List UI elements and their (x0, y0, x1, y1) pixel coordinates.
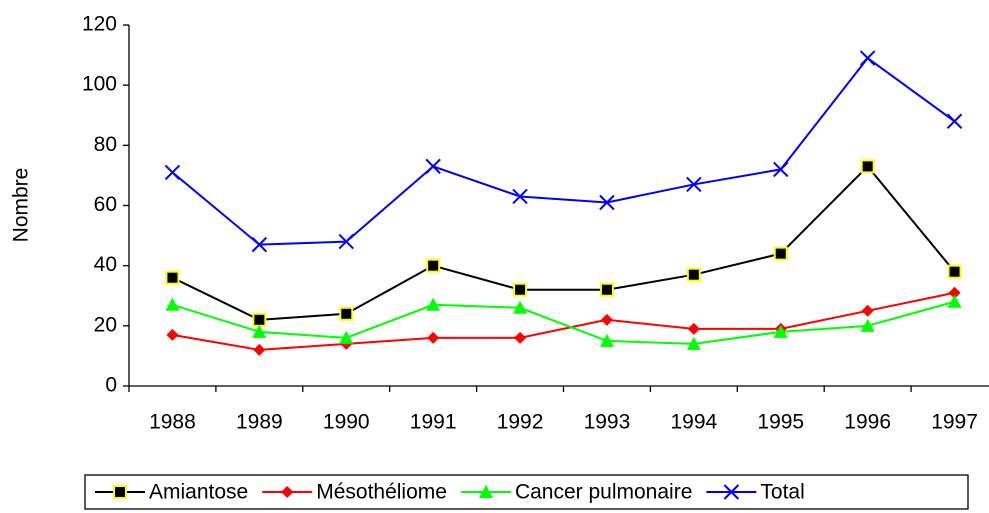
y-axis-label: Nombre (10, 168, 33, 243)
marker (166, 328, 179, 341)
marker (686, 267, 701, 282)
marker (599, 194, 615, 211)
marker (425, 158, 441, 175)
x-tick-label: 1988 (149, 411, 196, 434)
x-tick-label: 1997 (931, 411, 978, 434)
marker (253, 343, 266, 356)
legend-item: Total (706, 481, 805, 504)
y-tick-label: 20 (94, 313, 117, 336)
marker (427, 331, 440, 344)
marker (513, 282, 528, 297)
series-line (172, 300, 955, 345)
marker (478, 485, 493, 498)
y-tick-label: 120 (82, 13, 117, 36)
marker (860, 159, 875, 174)
marker (339, 306, 354, 321)
y-tick-label: 0 (105, 374, 117, 397)
marker (513, 300, 528, 314)
marker (773, 161, 789, 178)
legend-label: Amiantose (149, 481, 248, 504)
marker (339, 330, 354, 344)
x-tick-label: 1994 (670, 411, 717, 434)
legend-label: Cancer pulmonaire (515, 481, 692, 504)
legend-box (84, 474, 969, 510)
marker (164, 164, 181, 181)
marker (861, 304, 874, 317)
legend-item: Cancer pulmonaire (460, 481, 692, 504)
marker (600, 313, 613, 326)
marker (338, 233, 354, 250)
marker (426, 297, 441, 311)
y-tick-label: 40 (94, 253, 117, 276)
marker (165, 297, 180, 311)
legend-item: Amiantose (95, 481, 248, 504)
x-tick-label: 1989 (236, 411, 283, 434)
marker (948, 286, 961, 299)
marker (947, 264, 962, 279)
marker (512, 188, 528, 205)
marker (686, 336, 701, 350)
marker (252, 312, 267, 327)
x-tick-label: 1995 (757, 411, 804, 434)
marker (113, 485, 127, 499)
x-tick-label: 1992 (497, 411, 544, 434)
legend-label: Total (760, 481, 804, 504)
marker (686, 176, 702, 193)
x-tick-label: 1996 (844, 411, 891, 434)
marker (599, 333, 614, 347)
y-tick-label: 80 (94, 133, 117, 156)
x-tick-label: 1991 (410, 411, 457, 434)
x-tick-label: 1993 (584, 411, 631, 434)
y-tick-label: 60 (94, 193, 117, 216)
marker (281, 486, 294, 498)
y-tick-label: 100 (82, 73, 117, 96)
marker (165, 270, 180, 285)
x-tick-label: 1990 (323, 411, 370, 434)
legend-label: Mésothéliome (316, 481, 447, 504)
marker (687, 322, 700, 335)
legend-item: Mésothéliome (262, 481, 447, 504)
marker (859, 50, 876, 66)
marker (252, 324, 267, 338)
series-line (172, 291, 955, 351)
marker (723, 484, 740, 500)
series-line (172, 164, 956, 321)
marker (860, 318, 875, 332)
marker (599, 282, 614, 297)
marker (514, 331, 527, 344)
marker (426, 258, 441, 273)
marker (947, 294, 962, 308)
marker (251, 236, 268, 253)
marker (946, 113, 963, 129)
marker (773, 324, 788, 338)
marker (773, 246, 788, 261)
series-line (171, 56, 956, 246)
